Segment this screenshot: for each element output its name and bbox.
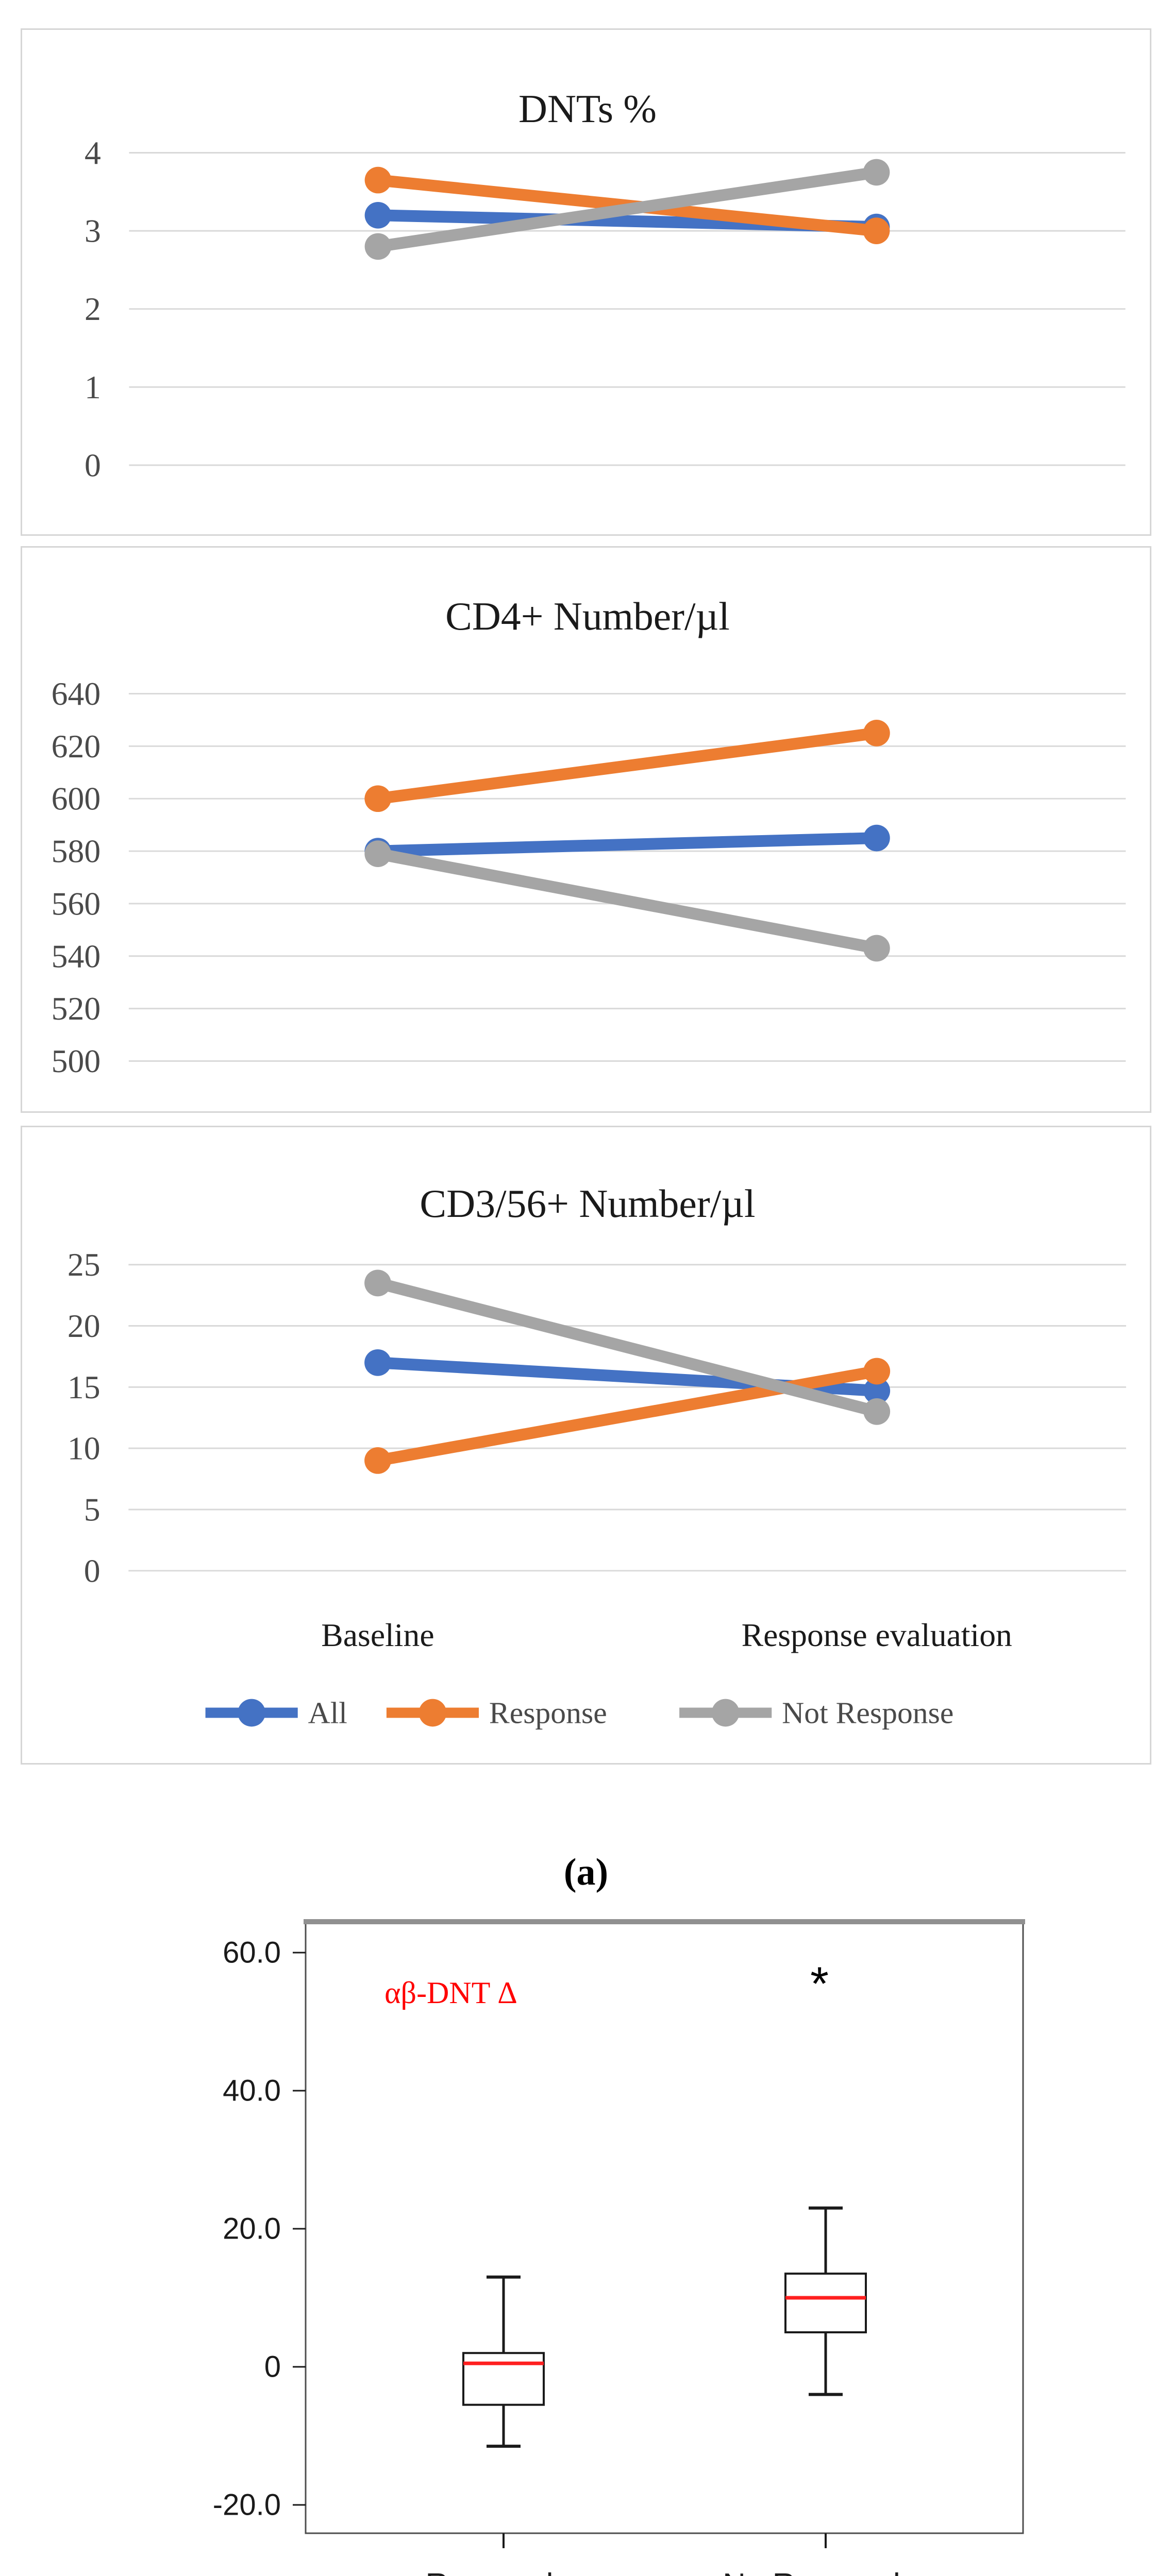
data-point-marker bbox=[863, 1358, 891, 1385]
data-point-marker bbox=[863, 719, 890, 747]
iqr-box bbox=[784, 2273, 867, 2333]
y-tick-label: 580 bbox=[52, 833, 101, 870]
y-tick-label: 560 bbox=[52, 885, 101, 922]
box-no-responder bbox=[784, 2206, 867, 2396]
y-tick-label: 540 bbox=[52, 938, 101, 974]
data-point-marker bbox=[863, 1398, 891, 1425]
x-axis-label: No Responder bbox=[723, 2567, 929, 2576]
y-tick-label: 20.0 bbox=[223, 2212, 281, 2246]
legend-marker-icon bbox=[238, 1699, 266, 1727]
series-not_response bbox=[364, 840, 890, 962]
y-tick-label: 60.0 bbox=[223, 1936, 281, 1970]
box-responder bbox=[462, 2275, 545, 2448]
legend-marker-icon bbox=[711, 1699, 740, 1727]
cd4-number-chart-panel: CD4+ Number/µl 640 620 600 580 560 540 520 500 bbox=[21, 546, 1151, 1113]
line-chart-svg: DNTs % 4 3 2 1 0 bbox=[85, 87, 1126, 483]
legend-label: Response bbox=[489, 1696, 607, 1730]
iqr-box bbox=[462, 2352, 545, 2406]
series-not_response bbox=[364, 1269, 891, 1425]
chart-annotation: αβ-DNT Δ bbox=[384, 1976, 517, 2010]
y-tick-label: 0 bbox=[84, 1552, 101, 1589]
x-axis-label: Response evaluation bbox=[742, 1617, 1012, 1653]
x-axis-label: Baseline bbox=[321, 1617, 434, 1653]
plot-frame bbox=[305, 1921, 1024, 2534]
data-point-marker bbox=[863, 935, 890, 962]
caption-a: (a) bbox=[563, 1851, 609, 1893]
y-tick-label: 40.0 bbox=[223, 2074, 281, 2108]
data-point-marker bbox=[364, 1447, 391, 1474]
y-tick-label: 620 bbox=[52, 728, 101, 765]
y-tick-label: 0 bbox=[264, 2350, 281, 2384]
series-line bbox=[372, 832, 883, 857]
data-point-marker bbox=[364, 1269, 391, 1297]
data-point-marker bbox=[863, 1377, 891, 1404]
series-not_response bbox=[364, 159, 890, 260]
chart-title: DNTs % bbox=[518, 87, 657, 131]
y-tick-label: 2 bbox=[85, 291, 101, 327]
series-all bbox=[364, 824, 890, 865]
y-tick-label: 640 bbox=[52, 675, 101, 712]
series-line bbox=[372, 848, 883, 954]
series-line bbox=[372, 166, 882, 252]
dnts-percent-chart-panel: DNTs % 4 3 2 1 0 bbox=[21, 28, 1151, 536]
y-tick-label: 4 bbox=[85, 134, 101, 171]
y-tick-label: 25 bbox=[68, 1246, 101, 1283]
y-tick-label: 520 bbox=[52, 990, 101, 1027]
y-tick-label: 20 bbox=[68, 1308, 101, 1344]
data-point-marker bbox=[364, 785, 392, 812]
chart-title: CD3/56+ Number/µl bbox=[420, 1181, 755, 1226]
significance-asterisk: * bbox=[810, 1958, 829, 2010]
y-tick-label: 5 bbox=[84, 1491, 101, 1528]
y-tick-label: 15 bbox=[68, 1369, 101, 1405]
cd3-56-number-chart-panel: CD3/56+ Number/µl 25 20 15 10 5 0 Baseline Respo… bbox=[21, 1126, 1151, 1765]
data-point-marker bbox=[364, 233, 392, 260]
data-point-marker bbox=[863, 217, 890, 244]
y-tick-label: 1 bbox=[85, 369, 101, 405]
legend-marker-icon bbox=[418, 1699, 447, 1727]
series-line bbox=[372, 1365, 883, 1467]
series-line bbox=[372, 727, 883, 805]
line-chart-svg: CD4+ Number/µl 640 620 600 580 560 540 520 500 bbox=[52, 594, 1126, 1079]
line-chart-svg: CD3/56+ Number/µl 25 20 15 10 5 0 Baseline Respo… bbox=[68, 1181, 1126, 1730]
y-tick-label: 3 bbox=[85, 213, 101, 249]
y-tick-label: -20.0 bbox=[213, 2488, 281, 2522]
series-response bbox=[364, 719, 890, 812]
y-tick-label: 500 bbox=[52, 1043, 101, 1079]
data-point-marker bbox=[364, 840, 392, 868]
y-tick-label: 600 bbox=[52, 781, 101, 817]
data-point-marker bbox=[863, 159, 890, 186]
y-tick-label: 10 bbox=[68, 1430, 101, 1467]
legend-label: Not Response bbox=[782, 1696, 953, 1730]
data-point-marker bbox=[364, 201, 392, 229]
chart-title: CD4+ Number/µl bbox=[445, 594, 730, 638]
x-axis-label: Responder bbox=[425, 2567, 581, 2576]
series-line bbox=[372, 1277, 883, 1418]
data-point-marker bbox=[364, 1349, 391, 1376]
data-point-marker bbox=[863, 824, 890, 852]
data-point-marker bbox=[364, 166, 392, 194]
boxplot-svg: 60.0 40.0 20.0 0 -20.0 αβ-DNT Δ * Responder No R… bbox=[213, 1919, 1025, 2576]
legend-label: All bbox=[308, 1696, 347, 1730]
legend-item-not_response: Not Response bbox=[679, 1696, 953, 1730]
legend-item-response: Response bbox=[386, 1696, 607, 1730]
boxplot-panel: 60.0 40.0 20.0 0 -20.0 αβ-DNT Δ * Responder No R… bbox=[0, 1834, 1172, 2576]
legend-item-all: All bbox=[205, 1696, 347, 1730]
y-tick-label: 0 bbox=[85, 447, 101, 483]
